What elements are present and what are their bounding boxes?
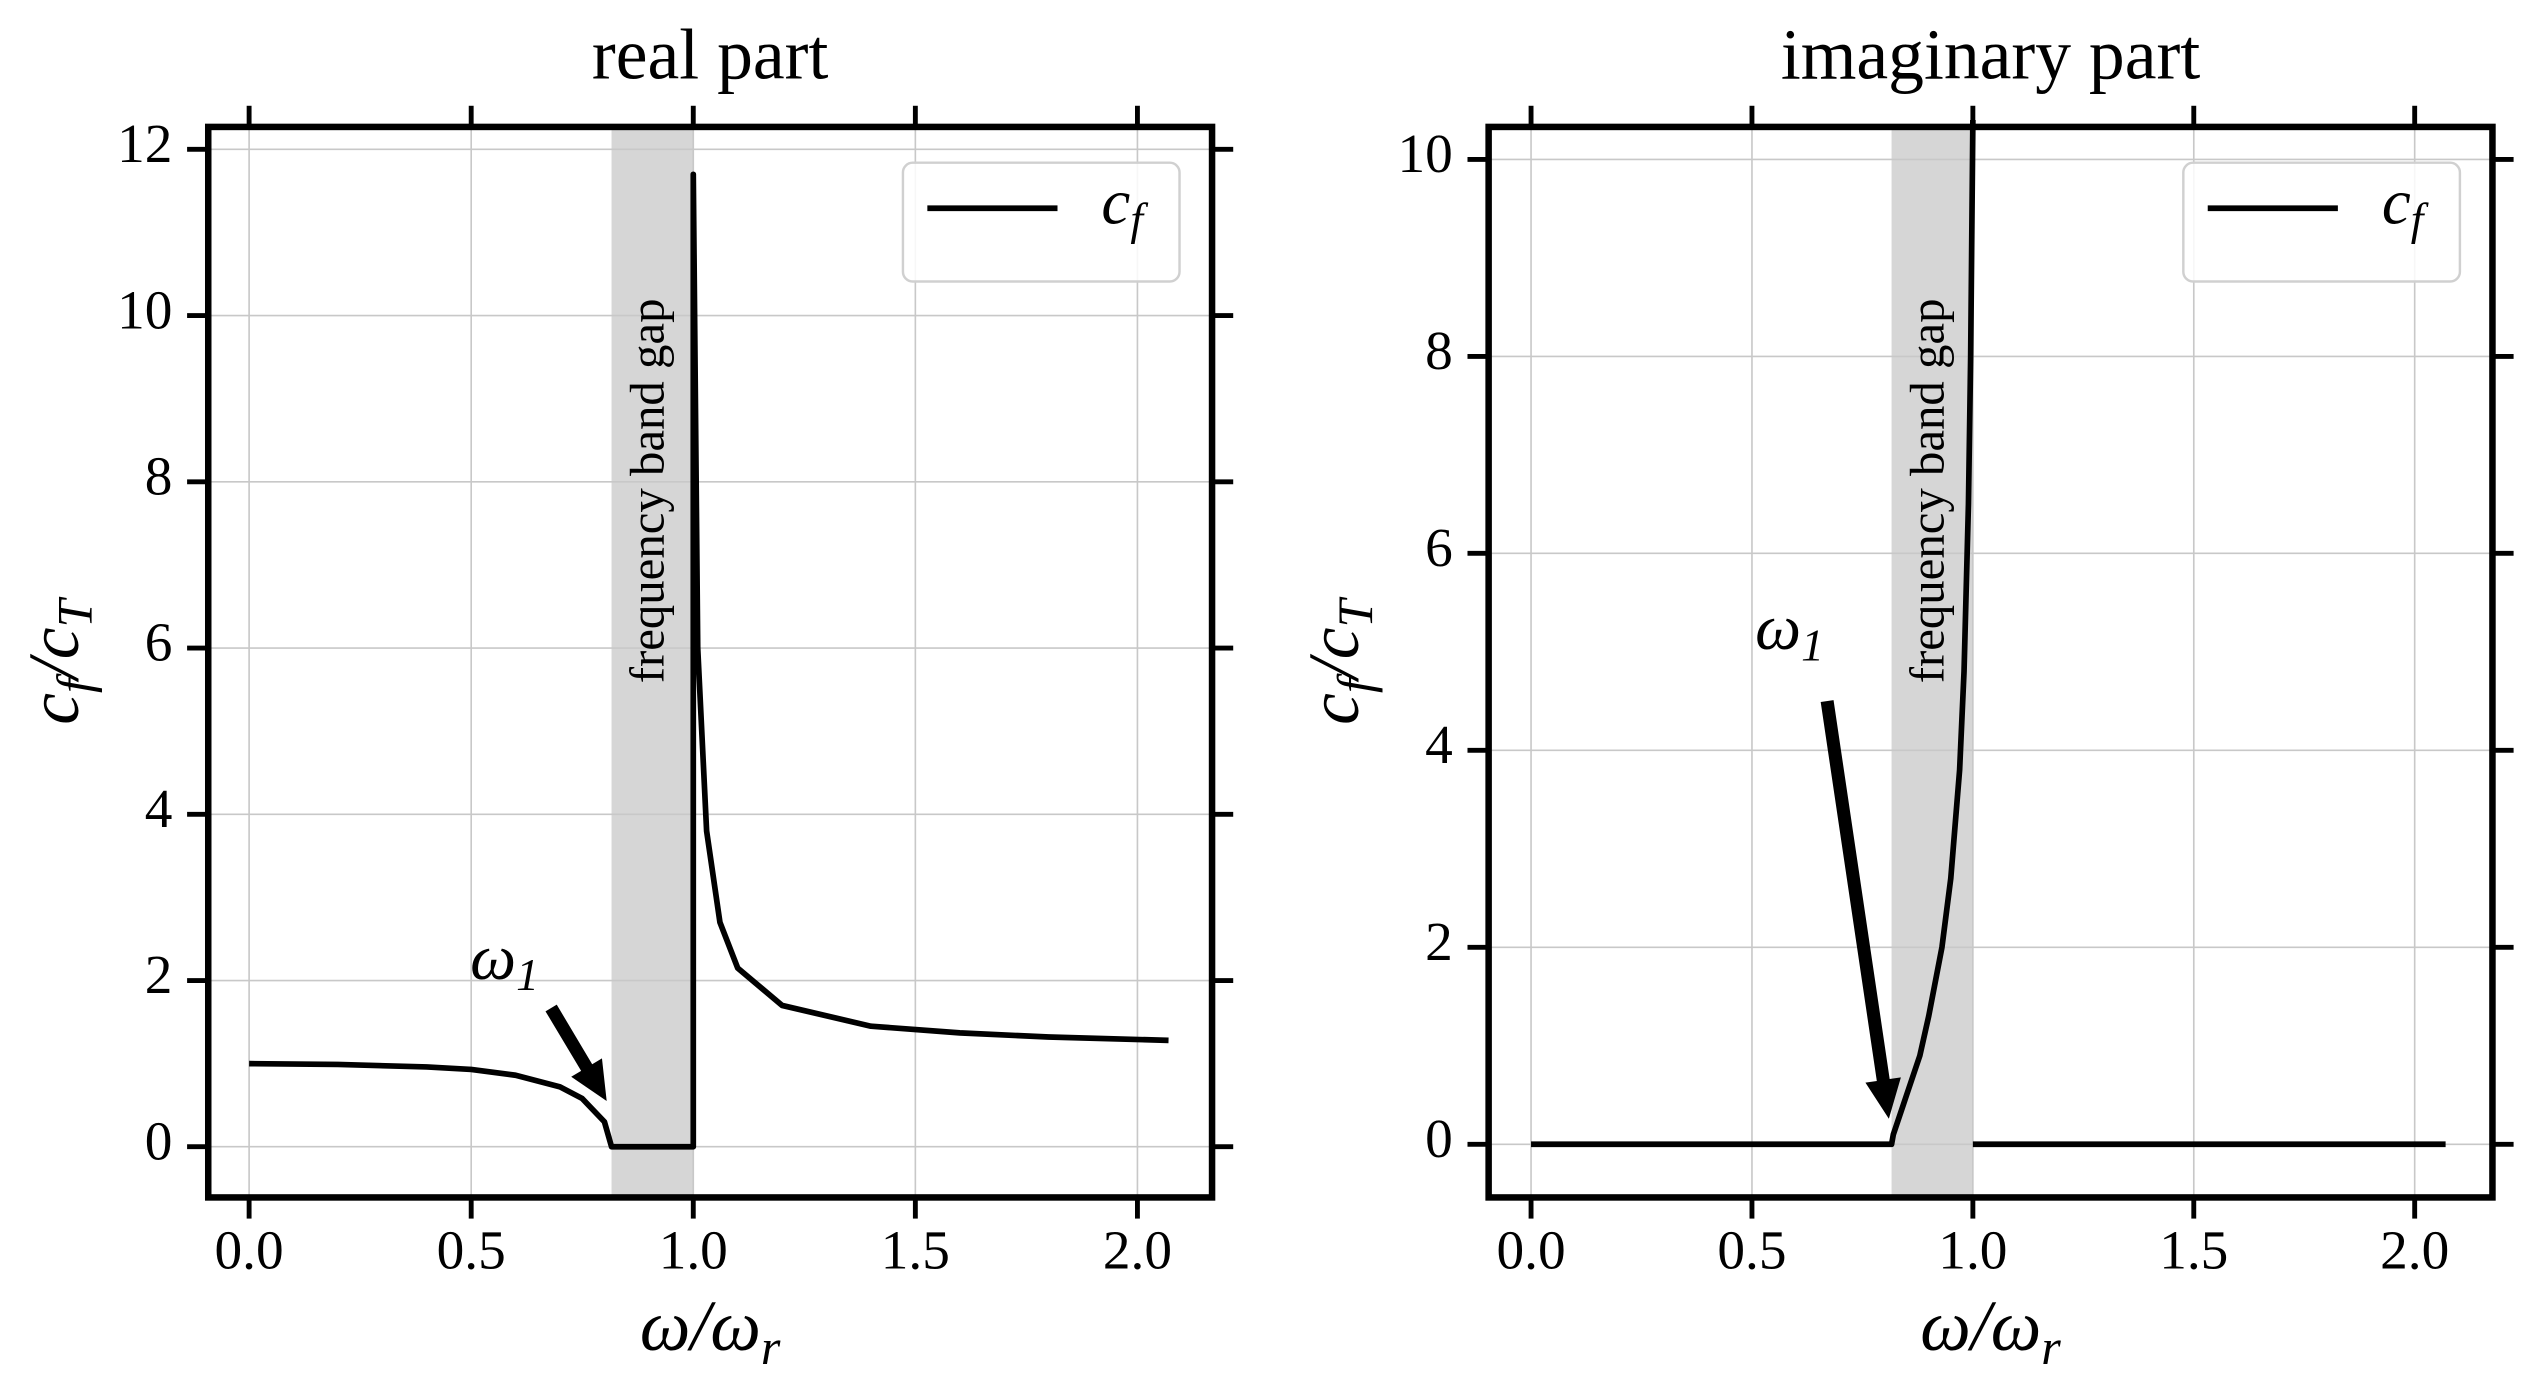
y-axis-label-part: /c (1296, 627, 1375, 683)
annotation-text: ω1 (1755, 592, 1824, 671)
band-gap (1891, 126, 1973, 1198)
x-tick-label: 1.0 (1938, 1220, 2007, 1281)
annotation-arrow (545, 1004, 607, 1101)
x-tick-label: 2.0 (2380, 1220, 2449, 1281)
y-tick-label: 10 (117, 279, 172, 340)
plot-frame (1485, 123, 2496, 1201)
x-axis-label: ω/ωr (640, 1288, 781, 1375)
band-label: frequency band gap (621, 299, 675, 684)
y-tick-label: 6 (145, 612, 173, 673)
legend-box (901, 161, 1181, 283)
x-tick-label: 0.0 (1496, 1220, 1565, 1281)
x-axis-label-part: r (2041, 1318, 2061, 1374)
y-tick-label: 8 (145, 446, 173, 507)
legend (901, 161, 1181, 283)
y-tick-label: 2 (1425, 911, 1453, 972)
y-axis-label-part: c (15, 693, 94, 725)
annotation-text-part: 1 (516, 950, 539, 1001)
y-axis-label-part: T (46, 596, 102, 627)
y-tick-label: 6 (1425, 517, 1453, 578)
y-tick-label: 8 (1425, 320, 1453, 381)
y-axis-label: cf/cT (15, 596, 102, 724)
line-series (1531, 119, 2446, 1148)
x-axis-label-part: r (761, 1318, 781, 1374)
band-label: frequency band gap (1900, 299, 1954, 684)
x-tick-label: 2.0 (1103, 1220, 1172, 1281)
annotation-text: ω1 (470, 922, 539, 1001)
legend-label-part: c (2382, 166, 2411, 238)
y-axis-label: cf/cT (1296, 596, 1383, 724)
y-tick-label: 4 (1425, 714, 1453, 775)
legend-label-part: c (1101, 166, 1130, 238)
annotation-text-part: ω (470, 922, 516, 994)
chart-title: imaginary part (1781, 15, 2200, 94)
line-series (249, 171, 1169, 1150)
x-tick-label: 0.5 (1717, 1220, 1786, 1281)
y-axis-label-part: T (1327, 596, 1383, 627)
y-tick-label: 0 (1425, 1108, 1453, 1169)
legend (2182, 161, 2462, 283)
x-axis-label-part: ω/ω (1920, 1288, 2041, 1367)
y-axis-label-part: /c (15, 627, 94, 683)
y-tick-label: 4 (145, 778, 173, 839)
x-axis-label-part: ω/ω (640, 1288, 761, 1367)
x-tick-label: 1.5 (881, 1220, 950, 1281)
plot-frame (204, 123, 1216, 1201)
y-axis-label-part: c (1296, 693, 1375, 725)
legend-box (2182, 161, 2462, 283)
x-tick-label: 0.5 (437, 1220, 506, 1281)
y-tick-label: 2 (145, 944, 173, 1005)
chart-title: real part (592, 15, 829, 94)
annotation-text-part: 1 (1801, 620, 1824, 671)
band-gap (611, 126, 694, 1198)
x-tick-label: 1.0 (659, 1220, 728, 1281)
x-tick-label: 0.0 (215, 1220, 284, 1281)
y-tick-label: 10 (1398, 123, 1453, 184)
annotation-text-part: ω (1755, 592, 1801, 664)
y-tick-label: 12 (117, 113, 172, 174)
x-tick-label: 1.5 (2159, 1220, 2228, 1281)
x-axis-label: ω/ωr (1920, 1288, 2061, 1375)
y-tick-label: 0 (145, 1110, 173, 1171)
annotation-arrow (1820, 700, 1901, 1119)
